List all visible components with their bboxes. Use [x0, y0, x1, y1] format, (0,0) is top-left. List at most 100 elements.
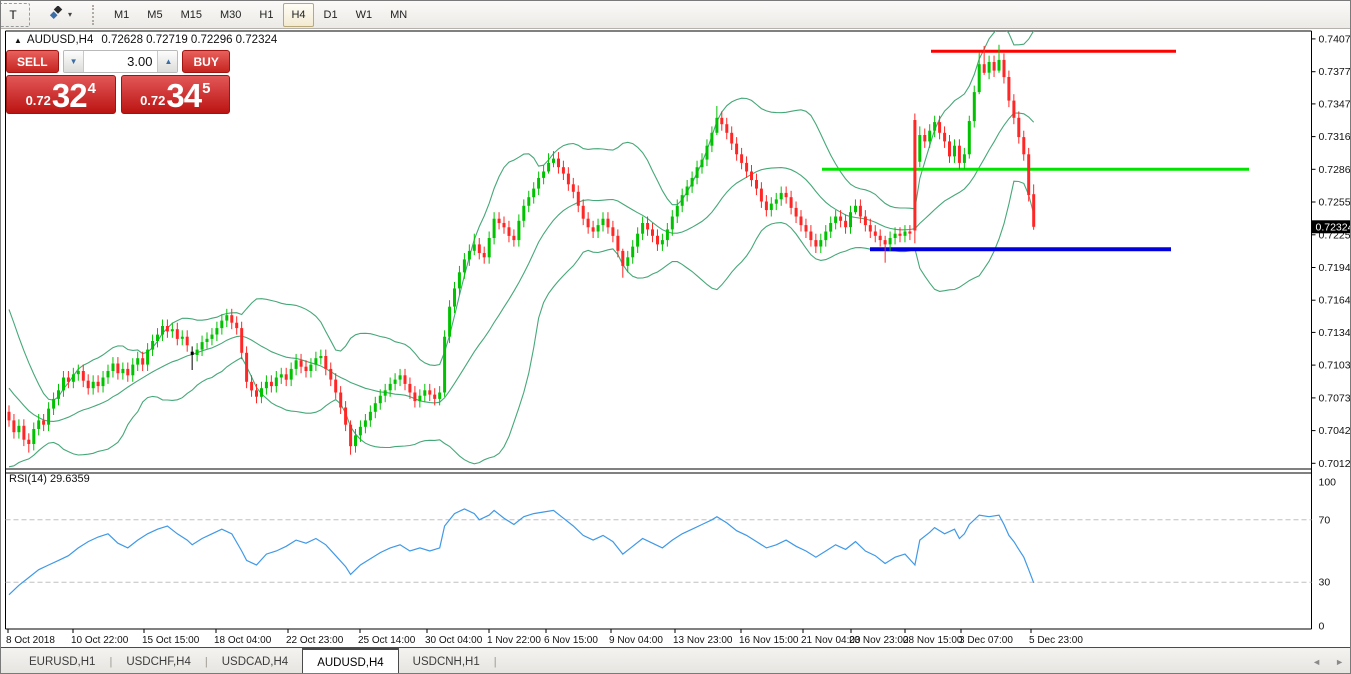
horizontal-level-lines[interactable]: [822, 49, 1249, 252]
drawing-tools-button[interactable]: ▾: [41, 3, 80, 27]
price-tick-label: 0.73165: [1319, 131, 1351, 143]
price-tick-label: 0.71035: [1319, 360, 1351, 372]
tab-separator: |: [109, 655, 113, 668]
buy-price-pip: 5: [202, 80, 211, 97]
timeframe-button-group: M1 M5 M15 M30 H1 H4 D1 W1 MN: [105, 2, 416, 27]
bollinger-middle-line: [8, 112, 1035, 422]
timeframe-button-m15[interactable]: M15: [180, 8, 202, 21]
rsi-line: [8, 508, 1035, 596]
date-tick-label: 18 Oct 04:00: [214, 635, 272, 646]
arrow-left-icon: ◄: [1312, 656, 1322, 667]
tab-scroll-left-button[interactable]: ◄: [1310, 655, 1323, 669]
timeframe-button-w1[interactable]: W1: [355, 8, 373, 21]
drawing-tools-icon: [49, 5, 65, 23]
symbol-tabs: EURUSD,H1 | USDCHF,H4 | USDCAD,H4 AUDUSD,H4 US…: [15, 648, 497, 673]
chart-canvas[interactable]: 0.740750.737700.734700.731650.728600.725…: [1, 29, 1351, 652]
arrow-right-icon: ►: [1335, 656, 1344, 667]
sell-button[interactable]: SELL: [6, 50, 59, 73]
tab-usdchf-h4[interactable]: USDCHF,H4: [126, 655, 191, 668]
price-tick-label: 0.72555: [1319, 197, 1351, 209]
chart-title: ▲ AUDUSD,H4 0.72628 0.72719 0.72296 0.72…: [14, 34, 277, 46]
chart-area[interactable]: ▲ AUDUSD,H4 0.72628 0.72719 0.72296 0.72…: [1, 29, 1350, 647]
timeframe-button-d1[interactable]: D1: [323, 8, 338, 21]
tab-usdcnh-h1[interactable]: USDCNH,H1: [412, 655, 480, 668]
text-tool-icon: T: [9, 7, 17, 22]
buy-button[interactable]: BUY: [182, 50, 230, 73]
date-axis: 8 Oct 2018 10 Oct 22:00 15 Oct 15:00 18 Oct…: [6, 629, 1083, 646]
date-tick-label: 15 Oct 15:00: [142, 635, 200, 646]
rsi-axis: 100 70 30 0: [1319, 477, 1337, 633]
date-tick-label: 30 Oct 04:00: [425, 635, 483, 646]
rsi-pane: [5, 508, 1312, 596]
tab-scroll-right-button[interactable]: ►: [1333, 655, 1346, 669]
volume-input[interactable]: [84, 51, 158, 72]
price-chart-svg: 0.740750.737700.734700.731650.728600.725…: [1, 29, 1351, 647]
one-click-trading-panel: SELL ▼ ▲ BUY 0.72 32 4: [6, 50, 230, 114]
pane-borders: [5, 30, 1312, 630]
volume-increase-button[interactable]: ▲: [157, 51, 178, 72]
symbol-tab-bar: EURUSD,H1 | USDCHF,H4 | USDCAD,H4 AUDUSD,H4 US…: [1, 647, 1350, 673]
price-tick-label: 0.71945: [1319, 262, 1351, 274]
text-tool-button[interactable]: T: [1, 2, 30, 27]
timeframe-button-m5[interactable]: M5: [147, 8, 163, 21]
timeframe-button-m30[interactable]: M30: [219, 8, 242, 21]
tab-usdcad-h4[interactable]: USDCAD,H4: [221, 655, 289, 668]
bollinger-lower-line: [8, 180, 1035, 468]
tab-separator: |: [493, 655, 497, 668]
timeframe-button-h4[interactable]: H4: [283, 2, 314, 27]
direction-up-icon: ▲: [14, 35, 22, 45]
timeframe-button-h1[interactable]: H1: [259, 8, 274, 21]
date-tick-label: 9 Nov 04:00: [609, 635, 663, 646]
rsi-tick-label: 0: [1319, 621, 1325, 633]
arrow-down-icon: ▼: [69, 57, 78, 66]
ohlc-values: 0.72628 0.72719 0.72296 0.72324: [101, 34, 278, 46]
price-tick-label: 0.70425: [1319, 425, 1351, 437]
current-price-value: 0.72324: [1316, 221, 1351, 233]
rsi-indicator-label: RSI(14) 29.6359: [9, 473, 90, 485]
date-tick-label: 25 Oct 14:00: [358, 635, 416, 646]
rsi-tick-label: 100: [1319, 477, 1337, 489]
toolbar: T ▾ M1 M5 M15 M30 H1 H4 D1 W1 MN: [1, 1, 1350, 29]
sell-price-button[interactable]: 0.72 32 4: [6, 75, 116, 114]
date-tick-label: 22 Oct 23:00: [286, 635, 344, 646]
tab-audusd-h4[interactable]: AUDUSD,H4: [302, 648, 399, 673]
buy-price-big: 34: [166, 77, 202, 114]
date-tick-label: 8 Oct 2018: [6, 635, 55, 646]
timeframe-button-m1[interactable]: M1: [114, 8, 130, 21]
arrow-up-icon: ▲: [164, 57, 173, 66]
sell-price-big: 32: [51, 77, 88, 114]
date-tick-label: 21 Nov 04:00: [801, 635, 861, 646]
current-price-tag: [1312, 220, 1350, 234]
sell-price-pip: 4: [87, 80, 96, 97]
timeframe-button-mn[interactable]: MN: [390, 8, 408, 21]
bollinger-bands: [8, 31, 1035, 468]
buy-price-prefix: 0.72: [140, 93, 166, 108]
date-tick-label: 23 Nov 23:00: [849, 635, 909, 646]
tab-separator: |: [204, 655, 208, 668]
chevron-down-icon: ▾: [68, 10, 73, 19]
date-tick-label: 16 Nov 15:00: [739, 635, 799, 646]
tab-scroll-controls: ◄ ►: [1310, 648, 1346, 673]
toolbar-separator: [92, 4, 99, 25]
buy-price-button[interactable]: 0.72 34 5: [120, 75, 230, 114]
date-tick-label: 3 Dec 07:00: [959, 635, 1013, 646]
candles-layer: [7, 44, 1036, 455]
volume-stepper: ▼ ▲: [62, 50, 179, 73]
sell-price-prefix: 0.72: [25, 93, 51, 108]
symbol-period-label: AUDUSD,H4: [26, 34, 94, 46]
tab-eurusd-h1[interactable]: EURUSD,H1: [29, 655, 96, 668]
date-tick-label: 1 Nov 22:00: [487, 635, 541, 646]
rsi-tick-label: 30: [1319, 577, 1331, 589]
date-tick-label: 6 Nov 15:00: [544, 635, 598, 646]
volume-decrease-button[interactable]: ▼: [63, 51, 85, 72]
date-tick-label: 5 Dec 23:00: [1029, 635, 1083, 646]
